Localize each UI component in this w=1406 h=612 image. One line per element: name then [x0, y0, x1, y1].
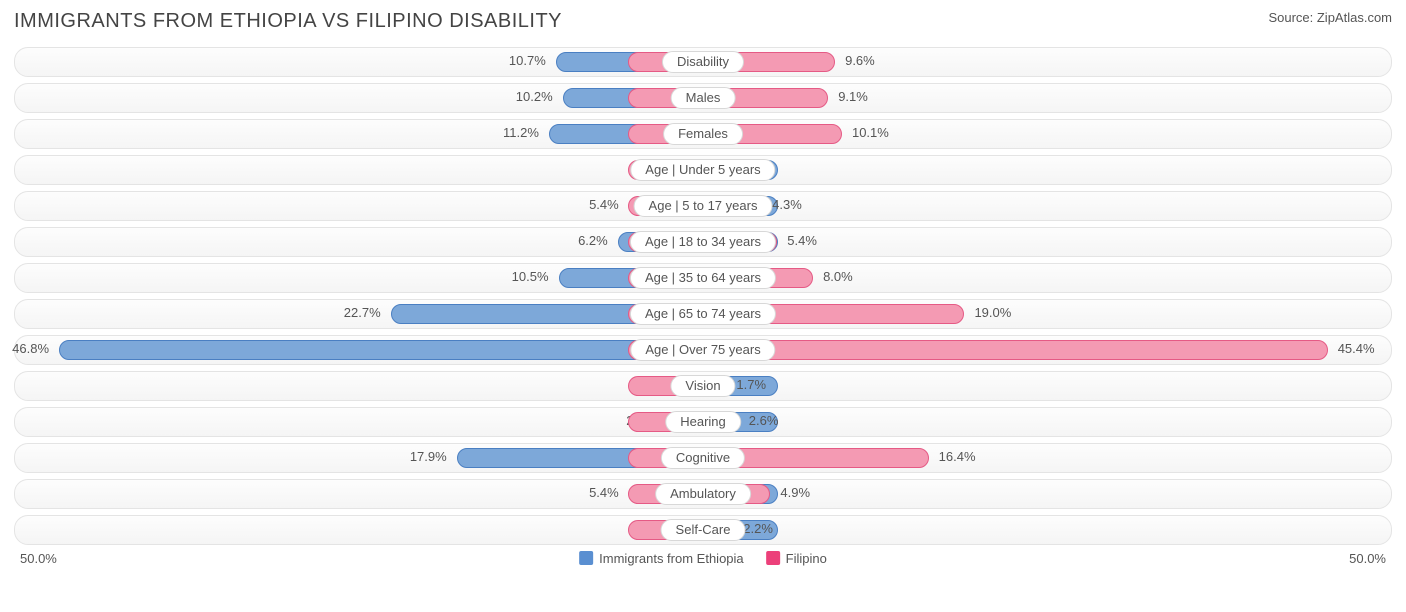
value-left: 10.5%	[512, 269, 549, 284]
chart-row: 5.4% 4.9% Ambulatory	[14, 479, 1392, 509]
category-pill: Males	[671, 87, 736, 109]
value-right: 19.0%	[974, 305, 1011, 320]
value-right: 9.1%	[838, 89, 868, 104]
chart-row: 22.7% 19.0% Age | 65 to 74 years	[14, 299, 1392, 329]
chart-row: 2.2%2.2%Self-Care	[14, 515, 1392, 545]
value-left: 17.9%	[410, 449, 447, 464]
category-pill: Age | 65 to 74 years	[630, 303, 776, 325]
header: IMMIGRANTS FROM ETHIOPIA VS FILIPINO DIS…	[14, 10, 1392, 33]
chart-row: 17.9% 16.4% Cognitive	[14, 443, 1392, 473]
value-right: 1.7%	[736, 377, 766, 392]
category-pill: Disability	[662, 51, 744, 73]
chart-title: IMMIGRANTS FROM ETHIOPIA VS FILIPINO DIS…	[14, 10, 562, 33]
chart-row: 46.8% 45.4% Age | Over 75 years	[14, 335, 1392, 365]
category-pill: Self-Care	[661, 519, 746, 541]
legend-label-right: Filipino	[786, 551, 827, 566]
value-right: 45.4%	[1338, 341, 1375, 356]
category-pill: Age | Under 5 years	[630, 159, 775, 181]
value-right: 8.0%	[823, 269, 853, 284]
legend: Immigrants from Ethiopia Filipino	[579, 551, 827, 566]
value-left: 11.2%	[503, 125, 539, 140]
value-right: 10.1%	[852, 125, 889, 140]
legend-item-right: Filipino	[766, 551, 827, 566]
chart-row: 10.7% 9.6% Disability	[14, 47, 1392, 77]
value-right: 2.6%	[749, 413, 779, 428]
chart-row: 10.5% 8.0% Age | 35 to 64 years	[14, 263, 1392, 293]
diverging-bar-chart: 10.7% 9.6% Disability 10.2% 9.1% Males 11.2% 10…	[14, 47, 1392, 545]
category-pill: Vision	[670, 375, 735, 397]
value-right: 5.4%	[787, 233, 817, 248]
category-pill: Ambulatory	[655, 483, 751, 505]
value-right: 4.3%	[772, 197, 802, 212]
chart-footer: 50.0% Immigrants from Ethiopia Filipino …	[14, 551, 1392, 571]
legend-swatch-right	[766, 551, 780, 565]
chart-row: 2.0%1.7%Vision	[14, 371, 1392, 401]
chart-row: 10.2% 9.1% Males	[14, 83, 1392, 113]
category-pill: Age | 35 to 64 years	[630, 267, 776, 289]
category-pill: Age | 5 to 17 years	[634, 195, 773, 217]
axis-max-left: 50.0%	[20, 551, 57, 566]
source-attribution: Source: ZipAtlas.com	[1268, 10, 1392, 25]
category-pill: Age | Over 75 years	[630, 339, 775, 361]
value-left: 22.7%	[344, 305, 381, 320]
value-right: 2.2%	[743, 521, 773, 536]
value-right: 4.9%	[780, 485, 810, 500]
value-right: 16.4%	[939, 449, 976, 464]
value-left: 46.8%	[12, 341, 49, 356]
value-left: 10.2%	[516, 89, 553, 104]
category-pill: Hearing	[665, 411, 741, 433]
legend-label-left: Immigrants from Ethiopia	[599, 551, 744, 566]
chart-row: 5.4% 4.3%Age | 5 to 17 years	[14, 191, 1392, 221]
value-left: 5.4%	[589, 485, 619, 500]
chart-row: 6.2% 5.4% Age | 18 to 34 years	[14, 227, 1392, 257]
category-pill: Age | 18 to 34 years	[630, 231, 776, 253]
value-left: 6.2%	[578, 233, 608, 248]
chart-row: 1.1%1.1%Age | Under 5 years	[14, 155, 1392, 185]
axis-max-right: 50.0%	[1349, 551, 1386, 566]
category-pill: Females	[663, 123, 743, 145]
legend-swatch-left	[579, 551, 593, 565]
category-pill: Cognitive	[661, 447, 745, 469]
chart-row: 11.2% 10.1% Females	[14, 119, 1392, 149]
value-right: 9.6%	[845, 53, 875, 68]
legend-item-left: Immigrants from Ethiopia	[579, 551, 744, 566]
value-left: 10.7%	[509, 53, 546, 68]
value-left: 5.4%	[589, 197, 619, 212]
chart-row: 2.7%2.6%Hearing	[14, 407, 1392, 437]
